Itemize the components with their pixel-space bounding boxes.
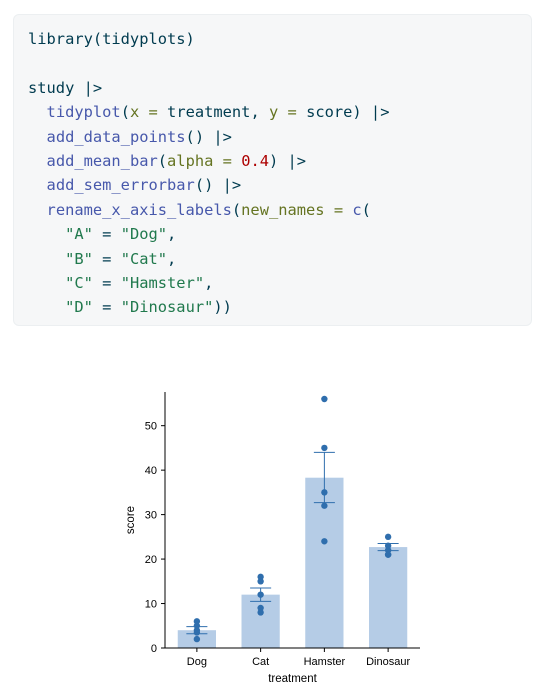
data-point: [257, 591, 264, 598]
code-token: (: [361, 200, 371, 219]
code-token: new_names =: [241, 200, 344, 219]
data-point: [321, 538, 328, 545]
code-token: [28, 128, 47, 146]
x-tick-label: Hamster: [304, 656, 346, 668]
x-tick-label: Cat: [252, 656, 269, 668]
data-point: [257, 609, 264, 616]
code-block: library(tidyplots) study |> tidyplot(x =…: [13, 14, 532, 326]
code-token: y =: [268, 103, 297, 122]
code-token: library(tidyplots): [28, 30, 195, 48]
code-token: c: [352, 200, 362, 219]
code-token: () |>: [185, 127, 232, 146]
data-point: [384, 533, 392, 541]
y-tick-label: 40: [145, 465, 157, 477]
code-line: rename_x_axis_labels(new_names = c(: [28, 201, 371, 219]
code-token: [28, 250, 65, 268]
data-point: [257, 573, 264, 581]
code-token: =: [92, 298, 121, 317]
data-point: [321, 395, 328, 403]
code-token: [28, 103, 47, 121]
code-line: "B" = "Cat",: [28, 250, 176, 268]
code-token: [28, 298, 65, 316]
data-point: [193, 622, 201, 629]
code-token: "Cat": [120, 249, 168, 268]
data-point: [257, 604, 264, 612]
code-token: ,: [167, 249, 177, 268]
code-token: alpha =: [167, 152, 232, 171]
code-line: "C" = "Hamster",: [28, 274, 213, 292]
code-token: [28, 152, 47, 170]
code-line: "A" = "Dog",: [28, 225, 176, 243]
mean-bar: [369, 547, 408, 648]
code-token: rename_x_axis_labels: [46, 200, 232, 219]
y-tick-label: 50: [145, 421, 157, 433]
code-token: [28, 225, 65, 243]
code-line: add_data_points() |>: [28, 128, 232, 146]
code-token: add_sem_errorbar: [46, 176, 195, 195]
code-token: "Dog": [120, 225, 168, 244]
y-tick-label: 10: [145, 599, 157, 611]
data-point: [193, 618, 201, 625]
code-line: add_sem_errorbar() |>: [28, 176, 242, 195]
code-token: treatment,: [157, 103, 269, 122]
code-token: x =: [129, 103, 158, 122]
data-point: [384, 551, 392, 558]
y-tick-label: 30: [145, 510, 157, 522]
code-line: add_mean_bar(alpha = 0.4) |>: [28, 152, 307, 171]
code-line: study |>: [28, 79, 102, 97]
y-axis-title: score: [125, 506, 137, 534]
code-line: tidyplot(x = treatment, y = score) |>: [28, 103, 390, 122]
x-axis-title: treatment: [268, 673, 317, 685]
data-point: [321, 444, 328, 452]
code-token: =: [92, 225, 121, 244]
code-token: score) |>: [296, 103, 390, 122]
code-token: add_data_points: [46, 127, 186, 146]
code-token: "B": [65, 249, 93, 268]
code-token: ,: [167, 225, 177, 244]
code-token: )): [213, 298, 232, 317]
code-token: ) |>: [269, 152, 307, 171]
data-point: [384, 546, 392, 554]
code-token: =: [92, 249, 121, 268]
y-tick-label: 0: [151, 643, 157, 655]
code-token: [28, 201, 47, 219]
y-tick-label: 20: [145, 554, 157, 566]
code-token: 0.4: [241, 152, 269, 171]
code-token: "Dinosaur": [120, 298, 214, 317]
code-token: [28, 176, 47, 194]
code-token: add_mean_bar: [46, 152, 158, 171]
code-token: (: [157, 152, 168, 171]
data-point: [384, 542, 392, 549]
x-tick-label: Dog: [187, 656, 207, 668]
data-point: [193, 627, 201, 634]
x-tick-label: Dinosaur: [366, 656, 410, 668]
code-token: [343, 201, 352, 219]
code-token: () |>: [194, 176, 242, 195]
code-token: [232, 152, 241, 170]
code-token: tidyplot: [46, 103, 121, 122]
code-line: "D" = "Dinosaur")): [28, 298, 232, 316]
code-token: ,: [204, 274, 214, 293]
data-point: [321, 502, 328, 509]
code-token: [28, 274, 65, 292]
mean-bar: [241, 594, 280, 648]
code-token: "C": [65, 274, 93, 293]
code-token: (: [120, 103, 130, 122]
code-token: "D": [65, 298, 93, 317]
code-token: =: [92, 274, 121, 293]
bar-chart: 0 10 20 30 40 50 Dog Cat Hamster Dinosaur treatmen…: [125, 392, 420, 685]
code-token: "Hamster": [120, 274, 205, 293]
data-point: [321, 489, 328, 496]
data-point: [193, 635, 201, 643]
data-point: [257, 578, 264, 585]
code-token: study |>: [28, 78, 103, 97]
code-token: (: [231, 200, 242, 219]
code-token: "A": [65, 225, 93, 244]
code-line: library(tidyplots): [28, 30, 195, 48]
code-text: library(tidyplots) study |> tidyplot(x =…: [28, 27, 517, 320]
